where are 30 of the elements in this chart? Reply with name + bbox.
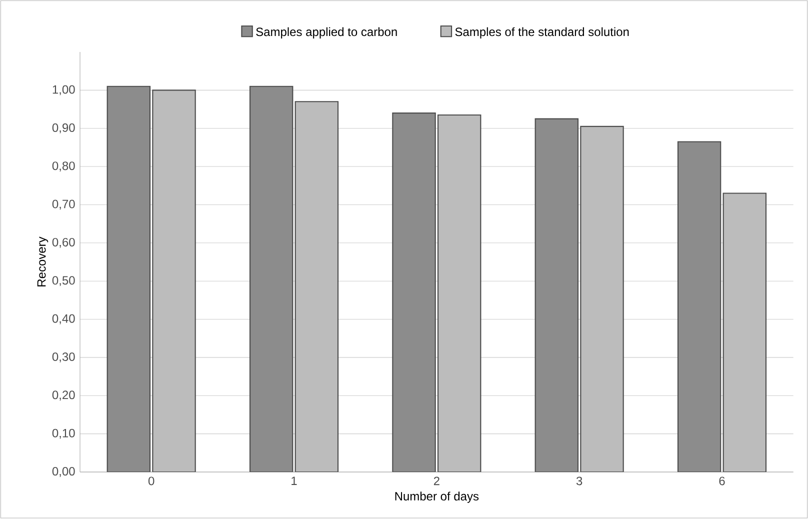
y-tick-label: 0,30 <box>52 352 75 363</box>
x-tick-label: 3 <box>576 476 582 486</box>
x-tick-label: 1 <box>292 476 297 486</box>
bar <box>437 114 482 472</box>
bar <box>534 118 579 472</box>
y-tick-label: 0,20 <box>52 390 75 401</box>
y-tick-label: 0,10 <box>52 429 75 439</box>
y-tick-label: 1,00 <box>52 85 75 96</box>
y-tick-label: 0,70 <box>52 200 75 210</box>
y-tick-label: 0,40 <box>52 314 75 324</box>
y-tick-label: 0,60 <box>52 238 75 248</box>
y-tick-label: 0,00 <box>52 467 75 478</box>
y-tick-label: 0,50 <box>52 276 75 286</box>
y-tick-label: 0,80 <box>52 162 75 172</box>
x-tick-label: 2 <box>434 476 440 486</box>
bar <box>677 141 722 472</box>
y-axis-title: Recovery <box>37 236 48 287</box>
legend-label: Samples of the standard solution <box>455 27 629 39</box>
x-axis-title: Number of days <box>395 492 479 504</box>
bar <box>152 90 196 472</box>
x-tick-label: 6 <box>719 476 725 486</box>
x-tick-label: 0 <box>148 476 154 486</box>
bar <box>294 101 339 472</box>
legend-label: Samples applied to carbon <box>256 27 397 39</box>
bar <box>580 126 624 472</box>
bar <box>722 192 767 472</box>
bar <box>249 86 294 472</box>
bar <box>106 86 151 472</box>
bar <box>392 112 436 472</box>
y-tick-label: 0,90 <box>52 124 75 134</box>
